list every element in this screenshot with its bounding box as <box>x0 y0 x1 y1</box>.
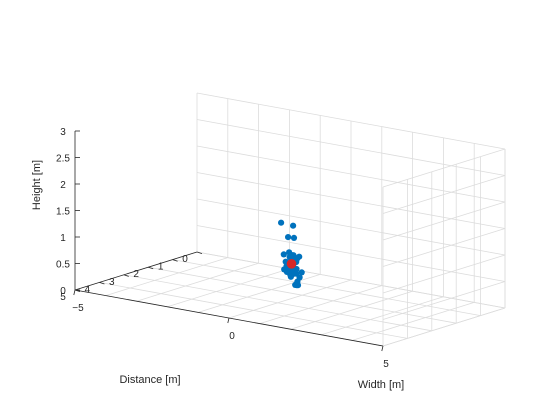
floor-grid-line <box>352 302 475 341</box>
center-point <box>286 259 297 269</box>
side-wall-grid-line <box>382 148 506 188</box>
axis-edges <box>73 130 384 352</box>
y-tick-label: 0 <box>229 331 235 342</box>
grid-layer <box>74 92 506 347</box>
side-wall-grid-line <box>382 175 506 214</box>
data-point <box>294 255 301 262</box>
x-tick-mark <box>148 266 154 270</box>
y-axis-label: Width [m] <box>358 379 404 391</box>
side-wall-grid-line <box>382 201 506 241</box>
y-tick-mark <box>227 317 230 324</box>
y-tick-mark <box>381 345 384 352</box>
x-tick-label: 4 <box>85 284 91 295</box>
x-tick-label: 1 <box>158 262 164 273</box>
y-tick-label: −5 <box>72 303 84 314</box>
x-axis-label: Distance [m] <box>119 374 180 386</box>
z-tick-label: 0.5 <box>56 260 70 271</box>
y-tick-mark <box>73 289 76 296</box>
data-point <box>287 273 294 280</box>
floor-grid-line <box>290 290 413 330</box>
data-point <box>294 278 301 285</box>
z-axis-label: Height [m] <box>31 160 43 210</box>
z-tick-label: 1 <box>60 233 66 244</box>
z-tick-label: 2.5 <box>56 154 70 165</box>
x-tick-mark <box>172 259 178 262</box>
z-tick-label: 1.5 <box>56 207 70 218</box>
y-tick-label: 5 <box>383 359 389 370</box>
z-tick-label: 2 <box>60 180 66 191</box>
floor-grid-line <box>259 285 382 324</box>
side-wall-grid-line <box>382 254 506 294</box>
side-wall-grid-line <box>382 281 506 320</box>
data-points <box>278 219 305 289</box>
x-tick-mark <box>123 274 129 277</box>
x-tick-label: 2 <box>133 269 139 280</box>
floor-grid-line <box>198 274 321 313</box>
x-tick-label: 3 <box>109 277 115 288</box>
floor-grid-line <box>105 257 228 296</box>
data-point <box>290 234 298 241</box>
floor-grid-line <box>167 268 290 308</box>
z-tick-label: 3 <box>60 127 66 138</box>
floor-grid-line <box>136 262 259 302</box>
side-wall-grid-line <box>382 307 506 347</box>
data-point <box>280 251 287 258</box>
x-tick-mark <box>99 282 105 285</box>
floor-grid-line <box>321 296 444 336</box>
side-wall-grid-line <box>382 228 506 267</box>
x-tick-label: 0 <box>182 254 188 265</box>
floor-grid-line <box>228 279 352 319</box>
data-point <box>298 269 305 276</box>
x-axis-line <box>74 251 198 291</box>
x-tick-label: 5 <box>60 292 66 303</box>
data-point <box>278 219 285 226</box>
data-point <box>293 265 300 273</box>
data-point <box>290 222 297 229</box>
data-point <box>285 234 292 241</box>
z-tick-label: 0 <box>60 286 66 297</box>
x-tick-mark <box>196 251 203 254</box>
